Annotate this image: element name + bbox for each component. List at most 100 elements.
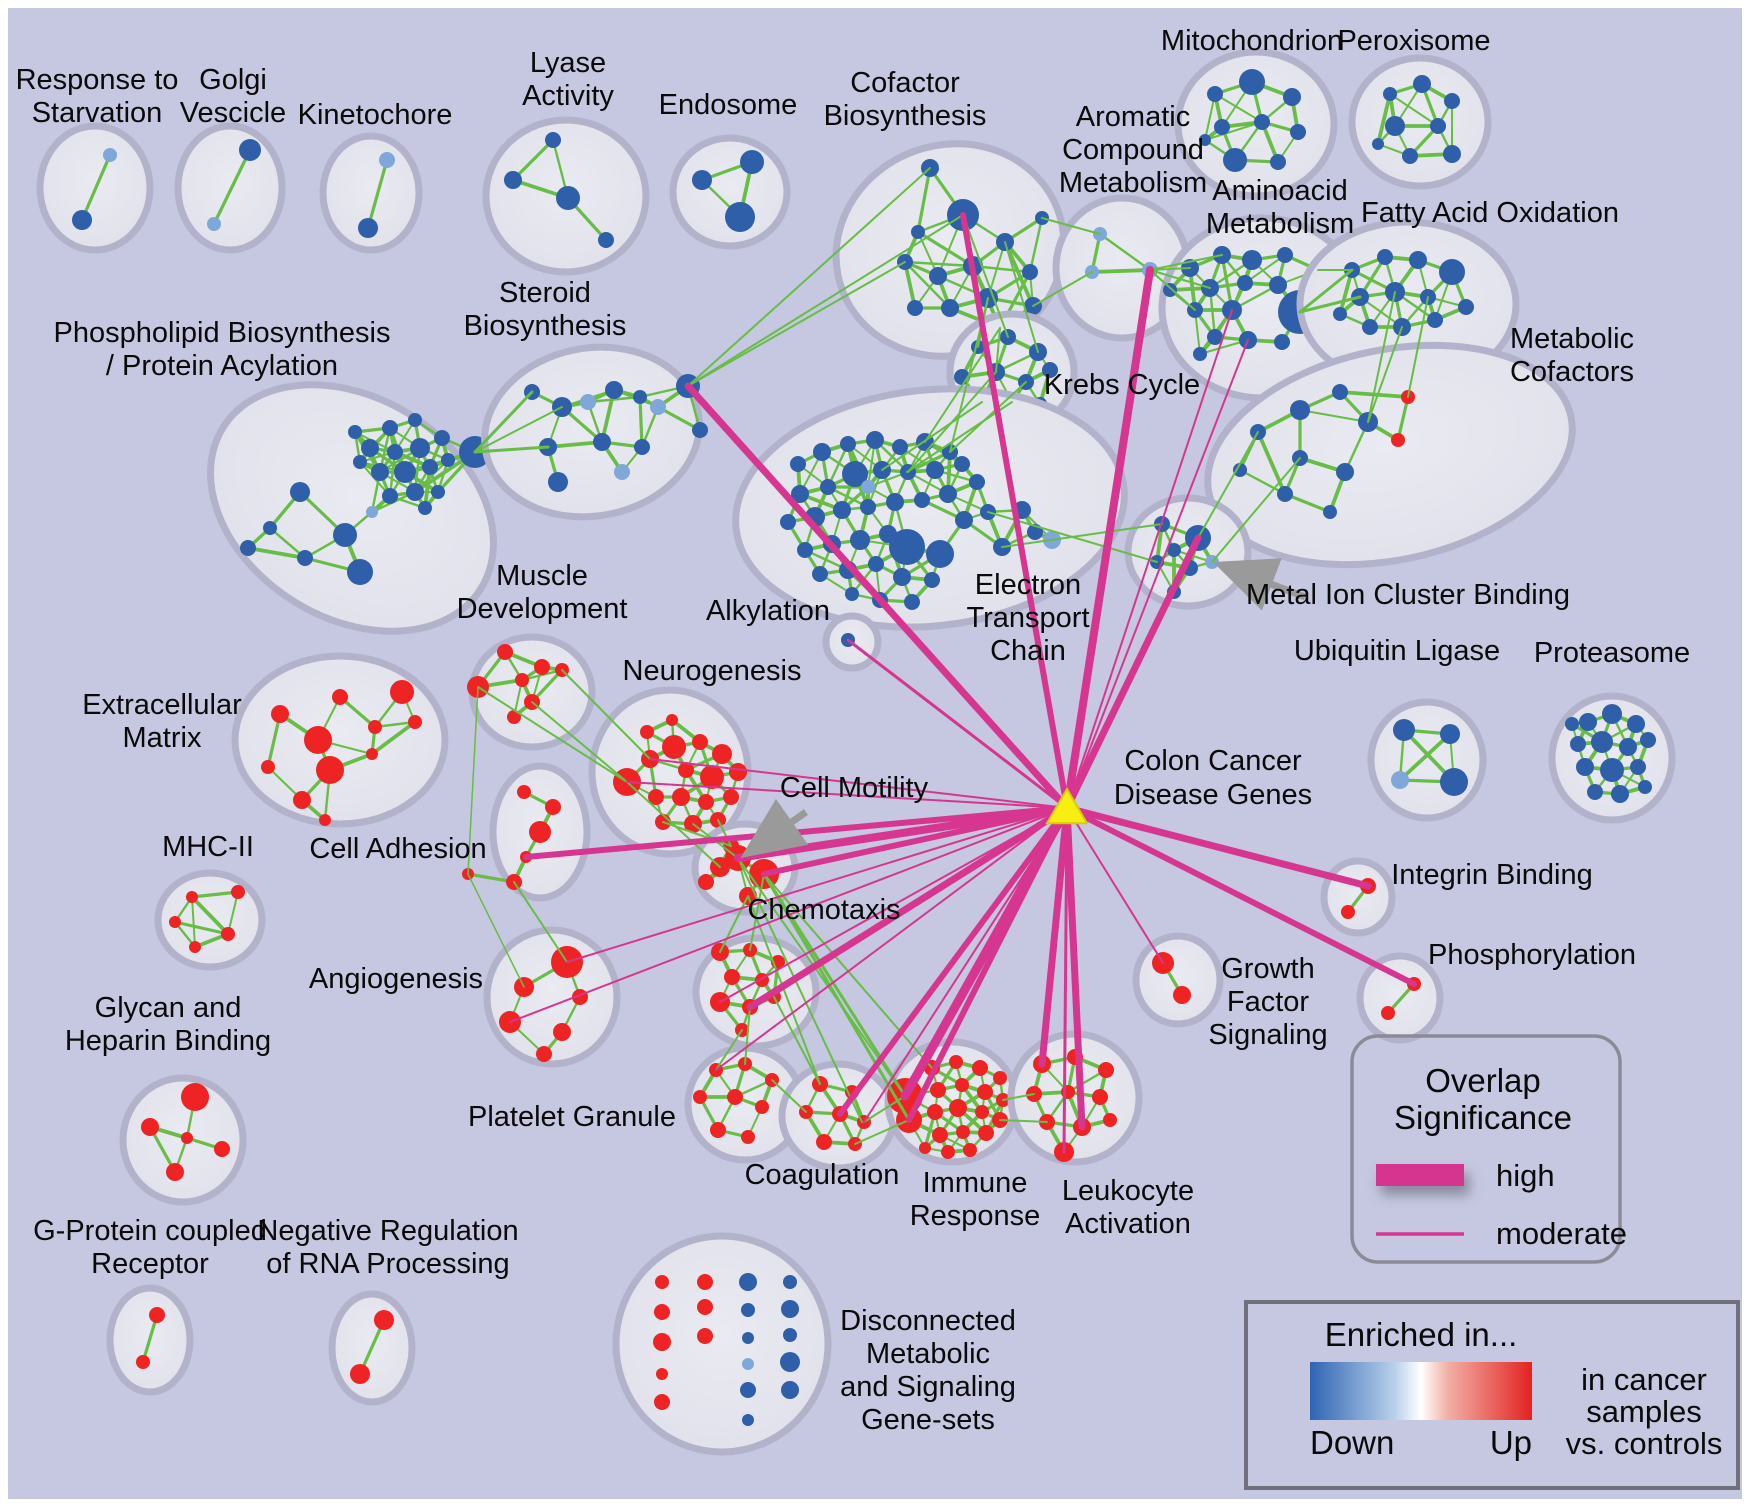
gene-set-node-b: [297, 550, 313, 566]
label-aromatic-compound-metabolism-line: Metabolism: [1059, 167, 1207, 199]
label-negative-regulation-rna-processing-line: of RNA Processing: [266, 1248, 509, 1280]
gene-set-node-r: [698, 874, 714, 890]
gene-set-node-r: [700, 765, 724, 789]
gene-set-node-r: [956, 1125, 970, 1139]
green-edge: [717, 819, 732, 847]
gene-set-node-r: [189, 941, 201, 953]
legend-high-label-line: high: [1496, 1158, 1555, 1193]
cluster-mitochondrion: [1174, 48, 1338, 200]
label-phosphorylation: Phosphorylation: [1428, 939, 1636, 971]
label-muscle-development-line: Development: [457, 593, 628, 625]
gene-set-node-b: [1600, 758, 1624, 782]
gene-set-node-b: [1444, 93, 1460, 109]
gene-set-node-r: [927, 1104, 943, 1120]
green-edge: [854, 1119, 910, 1145]
gene-set-node-r: [692, 734, 708, 750]
gene-set-node-b: [1440, 724, 1460, 744]
gene-set-node-r: [319, 814, 331, 826]
cluster-response-to-starvation: [36, 122, 154, 254]
gene-set-node-b: [1591, 731, 1613, 753]
green-edge: [715, 1029, 743, 1071]
cluster-ellipse-neurogenesis: [588, 686, 752, 858]
gene-set-node-r: [648, 789, 664, 805]
overlap-edges: [509, 212, 1417, 1154]
gene-set-node-b: [598, 232, 614, 248]
gene-set-node-b: [1199, 134, 1211, 146]
label-golgi-vescicle-line: Golgi: [199, 64, 267, 96]
gene-set-node-r: [186, 891, 198, 903]
gene-set-node-b: [406, 483, 424, 501]
green-edge: [881, 401, 983, 471]
gene-set-node-b: [1377, 249, 1393, 265]
green-edge: [1376, 92, 1392, 146]
gene-set-node-r: [293, 791, 311, 809]
label-kinetochore-line: Kinetochore: [298, 99, 453, 131]
gene-set-node-b: [892, 439, 908, 455]
label-electron-transport-chain-line: Chain: [990, 635, 1066, 667]
gene-set-node-r: [149, 1307, 165, 1323]
label-disconnected-gene-sets-line: Metabolic: [866, 1338, 990, 1370]
label-extracellular-matrix-line: Matrix: [123, 722, 202, 754]
label-phospholipid-biosynthesis-protein-acylation: Phospholipid Biosynthesis / Protein Acyla…: [54, 317, 391, 382]
label-phospholipid-biosynthesis-protein-acylation-line: / Protein Acylation: [106, 350, 338, 382]
label-aromatic-compound-metabolism-line: Aromatic: [1076, 101, 1190, 133]
cluster-mhc-ii: [154, 869, 266, 971]
overlap-edge-moderate: [863, 807, 1068, 1123]
legend-up-label: Up: [1490, 1424, 1532, 1461]
legend-context-text-line: in cancer: [1581, 1362, 1707, 1397]
green-edge: [531, 701, 628, 783]
gene-set-node-b: [441, 453, 455, 467]
gene-set-node-b: [840, 436, 856, 452]
green-edge: [561, 669, 651, 760]
gene-set-node-b: [866, 431, 884, 449]
label-extracellular-matrix: Extracellular Matrix: [82, 689, 242, 754]
cluster-extracellular-matrix: [231, 652, 449, 828]
gene-set-node-b: [742, 1414, 754, 1426]
gene-set-node-b: [353, 455, 367, 469]
cluster-growth-factor-signaling: [1132, 932, 1224, 1028]
gene-set-node-r: [390, 680, 414, 704]
gene-set-node-b: [361, 439, 379, 457]
gene-set-node-r: [141, 1118, 159, 1136]
gene-set-node-r: [536, 1046, 552, 1062]
cluster-glycan-heparin-binding: [119, 1074, 247, 1206]
gene-set-node-r: [1341, 905, 1355, 919]
cell-motility-arrow: [740, 798, 809, 859]
overlap-edge-moderate: [719, 807, 1068, 1003]
enrichment-gradient-bar: [1310, 1362, 1532, 1420]
gene-set-node-b: [969, 474, 985, 490]
gene-set-node-b: [239, 139, 261, 161]
label-platelet-granule-line: Platelet Granule: [468, 1101, 676, 1133]
gene-set-node-b: [593, 433, 611, 451]
green-edge: [737, 857, 906, 1097]
label-fatty-acid-oxidation: Fatty Acid Oxidation: [1361, 197, 1619, 229]
gene-set-node-r: [169, 916, 181, 928]
overlap-edge-high: [761, 805, 1070, 877]
gene-set-node-r: [693, 1090, 707, 1104]
label-coagulation: Coagulation: [745, 1159, 900, 1191]
green-edge: [1090, 268, 1152, 274]
label-colon-cancer-disease-genes-line: Disease Genes: [1114, 779, 1312, 811]
label-cofactor-biosynthesis-line: Biosynthesis: [824, 100, 987, 132]
gene-set-node-b: [1167, 543, 1181, 557]
overlap-edge-moderate: [846, 638, 1069, 810]
gene-set-node-r: [656, 1368, 668, 1380]
label-disconnected-gene-sets: Disconnected Metabolic and Signaling Gene-s…: [840, 1305, 1016, 1436]
gene-set-node-r: [724, 969, 740, 985]
gene-set-node-r: [930, 1082, 946, 1098]
green-edge: [173, 920, 230, 936]
gene-set-node-b: [781, 1381, 799, 1399]
cluster-angiogenesis: [483, 926, 621, 1068]
legend-overlap-title-line: Overlap: [1425, 1062, 1541, 1099]
gene-set-node-r: [697, 1274, 713, 1290]
label-metal-ion-cluster-binding: Metal Ion Cluster Binding: [1246, 579, 1570, 611]
gene-set-node-r: [949, 1055, 963, 1069]
gene-set-node-b: [1576, 758, 1594, 776]
label-platelet-granule: Platelet Granule: [468, 1101, 676, 1133]
gene-set-node-b: [740, 150, 764, 174]
gene-set-node-b: [1565, 717, 1579, 731]
gene-set-node-r: [949, 1099, 967, 1117]
label-growth-factor-signaling-line: Signaling: [1208, 1019, 1327, 1051]
green-edge: [962, 214, 1009, 338]
gene-set-node-b: [545, 132, 561, 148]
